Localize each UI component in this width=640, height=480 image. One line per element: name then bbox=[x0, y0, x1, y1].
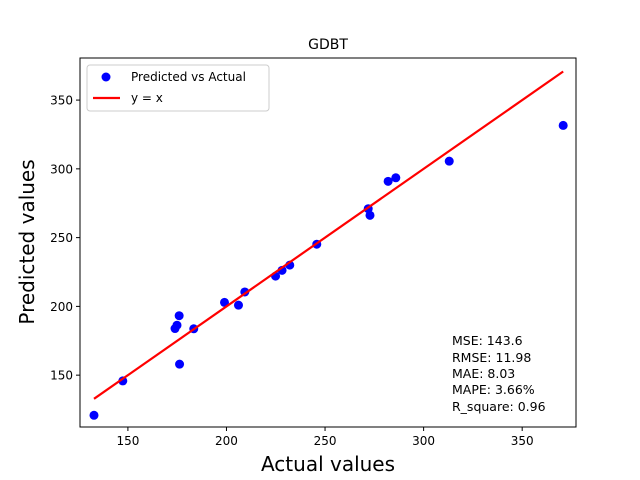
legend-marker-scatter bbox=[101, 72, 111, 82]
data-point bbox=[558, 120, 568, 130]
chart-title: GDBT bbox=[308, 37, 348, 53]
y-tick-label: 350 bbox=[50, 94, 73, 108]
y-tick-label: 200 bbox=[50, 300, 73, 314]
data-point bbox=[383, 176, 393, 186]
data-point bbox=[391, 173, 401, 183]
identity-line bbox=[93, 70, 564, 400]
legend: Predicted vs Actual y = x bbox=[86, 64, 270, 112]
data-point bbox=[172, 320, 182, 330]
x-axis: 150 200 250 300 350 bbox=[116, 427, 534, 448]
data-point bbox=[174, 311, 184, 321]
metric-rmse: RMSE: 11.98 bbox=[452, 350, 531, 365]
x-axis-label: Actual values bbox=[261, 452, 395, 476]
y-tick-label: 250 bbox=[50, 231, 73, 245]
legend-label-scatter: Predicted vs Actual bbox=[131, 70, 246, 84]
data-point bbox=[220, 297, 230, 307]
x-tick-label: 150 bbox=[116, 434, 139, 448]
x-tick-label: 350 bbox=[511, 434, 534, 448]
data-point bbox=[365, 210, 375, 220]
x-tick-label: 300 bbox=[412, 434, 435, 448]
metric-mse: MSE: 143.6 bbox=[452, 333, 523, 348]
y-tick-label: 300 bbox=[50, 162, 73, 176]
y-axis-label: Predicted values bbox=[15, 159, 39, 324]
x-tick-label: 250 bbox=[314, 434, 337, 448]
data-point bbox=[89, 410, 99, 420]
legend-label-line: y = x bbox=[131, 91, 163, 105]
data-point bbox=[233, 300, 243, 310]
data-point bbox=[444, 156, 454, 166]
x-tick-label: 200 bbox=[215, 434, 238, 448]
legend-box bbox=[86, 64, 270, 112]
data-point bbox=[175, 359, 185, 369]
data-point bbox=[118, 376, 128, 386]
metrics-annotation: MSE: 143.6 RMSE: 11.98 MAE: 8.03 MAPE: 3… bbox=[452, 333, 546, 414]
y-axis: 150 200 250 300 350 bbox=[50, 94, 80, 383]
metric-mape: MAPE: 3.66% bbox=[452, 382, 535, 397]
plot-area bbox=[89, 70, 568, 420]
metric-mae: MAE: 8.03 bbox=[452, 366, 515, 381]
y-tick-label: 150 bbox=[50, 369, 73, 383]
axes-frame bbox=[79, 57, 577, 428]
metric-r-square: R_square: 0.96 bbox=[452, 399, 546, 414]
